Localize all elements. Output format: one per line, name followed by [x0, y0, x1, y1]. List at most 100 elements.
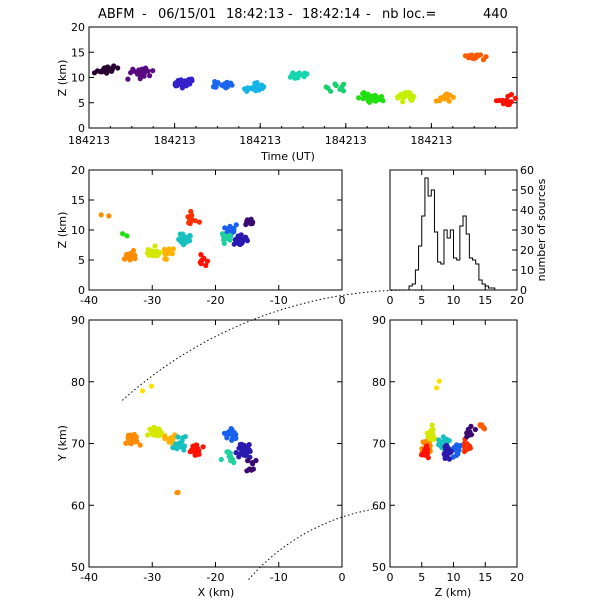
source-point-xz	[184, 237, 191, 243]
source-point-time-height	[141, 71, 147, 77]
source-point-xz	[243, 221, 249, 228]
plan-xtick-label: -40	[80, 571, 98, 584]
source-point-plan	[233, 450, 239, 456]
source-point-xz	[98, 212, 104, 218]
source-point-time-height	[104, 64, 110, 71]
yz-xtick-label: 5	[418, 571, 425, 584]
hist-ytick-label: 50	[520, 184, 534, 197]
hist-ytick-label: 20	[520, 244, 534, 257]
time-xtick-label: 184213	[68, 134, 110, 147]
plan-ytick-label: 80	[71, 376, 85, 389]
source-point-time-height	[360, 96, 366, 102]
source-point-time-height	[378, 93, 385, 100]
xlabel-yz: Z (km)	[435, 586, 472, 599]
source-point-plan	[148, 383, 155, 389]
time-xtick-label: 184213	[325, 134, 367, 147]
source-point-time-height	[499, 97, 506, 103]
ylabel-time-height: Z (km)	[56, 60, 69, 97]
source-point-time-height	[142, 66, 148, 72]
xz-xtick-label: -10	[270, 294, 288, 307]
panel-xz-frame	[88, 169, 343, 291]
xz-ytick-label: 10	[71, 224, 85, 237]
time-height-ytick-label: 5	[78, 97, 85, 110]
source-point-xz	[243, 236, 249, 242]
source-point-plan	[178, 442, 184, 448]
source-point-plan	[244, 468, 250, 474]
source-point-xz	[163, 256, 169, 262]
source-point-time-height	[254, 80, 260, 86]
title-sep-1: -	[142, 7, 147, 22]
source-point-plan	[200, 444, 206, 450]
source-point-time-height	[443, 95, 449, 101]
source-point-time-height	[213, 84, 219, 90]
source-point-time-height	[402, 93, 408, 99]
source-point-plan	[253, 457, 259, 464]
source-point-yz	[462, 440, 468, 446]
source-point-yz	[446, 456, 452, 462]
ylabel-plan: Y (km)	[56, 425, 69, 462]
source-point-xz	[152, 251, 158, 257]
source-point-time-height	[182, 81, 188, 87]
source-point-time-height	[186, 81, 192, 87]
yz-ytick-label: 60	[372, 499, 386, 512]
panel-yz-frame	[389, 319, 518, 568]
source-point-xz	[235, 233, 241, 239]
source-point-xz	[196, 219, 202, 225]
time-xtick-label: 184213	[239, 134, 281, 147]
source-point-plan	[145, 432, 151, 438]
yz-xtick-label: 0	[387, 571, 394, 584]
source-point-plan	[224, 449, 230, 455]
source-point-xz	[132, 256, 138, 262]
source-point-xz	[237, 241, 243, 248]
source-point-xz	[222, 225, 228, 231]
xz-ytick-label: 15	[71, 194, 85, 207]
source-point-plan	[170, 445, 176, 451]
source-point-yz	[446, 446, 452, 452]
source-point-plan	[246, 447, 252, 453]
source-point-time-height	[400, 99, 406, 105]
title-time-start: 18:42:13	[226, 7, 284, 22]
source-point-plan	[187, 449, 193, 455]
source-point-plan	[226, 453, 232, 459]
source-point-plan	[244, 451, 250, 457]
source-point-time-height	[290, 70, 296, 76]
source-point-xz	[165, 250, 171, 256]
source-point-yz	[461, 448, 468, 455]
source-point-yz	[465, 445, 471, 452]
source-point-time-height	[328, 88, 334, 94]
source-point-time-height	[115, 65, 121, 71]
source-point-time-height	[380, 98, 386, 104]
range-ring-outer	[121, 289, 426, 401]
source-point-xz	[124, 233, 130, 239]
xz-ytick-label: 5	[78, 254, 85, 267]
source-point-xz	[129, 250, 135, 256]
source-point-time-height	[361, 92, 367, 98]
source-point-time-height	[508, 91, 514, 98]
source-point-xz	[189, 216, 195, 222]
source-point-plan	[249, 460, 255, 466]
source-point-yz	[446, 450, 452, 456]
source-point-time-height	[224, 79, 230, 85]
source-point-plan	[195, 450, 201, 456]
xz-xtick-label: 0	[339, 294, 346, 307]
source-point-time-height	[189, 76, 195, 82]
title-sep-2: -	[288, 7, 293, 22]
source-point-plan	[230, 429, 236, 435]
time-height-ytick-label: 15	[71, 46, 85, 59]
source-point-xz	[227, 223, 233, 229]
plan-ytick-label: 90	[71, 314, 85, 327]
hist-xtick-label: 15	[478, 294, 492, 307]
plan-xtick-label: -10	[270, 571, 288, 584]
time-xtick-label: 184213	[410, 134, 452, 147]
source-point-time-height	[446, 98, 452, 104]
title-time-end: 18:42:14	[302, 7, 360, 22]
source-point-xz	[147, 250, 153, 256]
hist-xtick-label: 20	[510, 294, 524, 307]
source-point-time-height	[179, 85, 185, 91]
source-point-time-height	[147, 73, 153, 79]
title-date: 06/15/01	[158, 7, 216, 22]
source-point-plan	[223, 432, 229, 438]
source-point-time-height	[245, 86, 251, 92]
source-point-plan	[231, 459, 237, 466]
plan-ytick-label: 60	[71, 499, 85, 512]
